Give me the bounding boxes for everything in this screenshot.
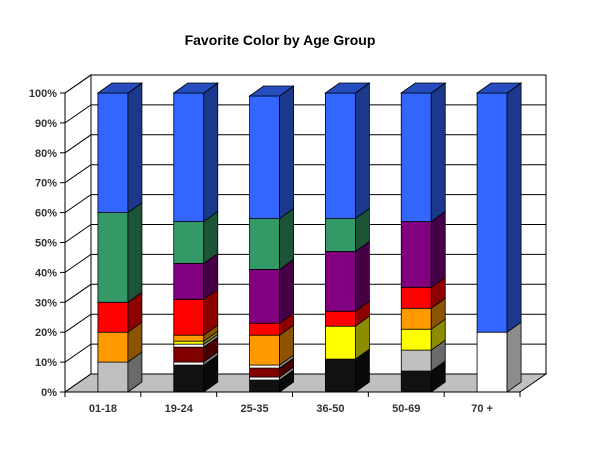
bar-segment (173, 298, 205, 336)
bar-segment (249, 218, 280, 270)
bar-segment (325, 92, 356, 219)
bar-segment (173, 263, 205, 300)
gridline (64, 104, 546, 124)
bar-segment (173, 221, 205, 264)
bar-segment (249, 95, 280, 219)
gridline (64, 224, 546, 243)
bars (96, 82, 523, 393)
bar-segment (249, 334, 280, 366)
gridline (64, 253, 546, 273)
x-tick-label: 36-50 (316, 403, 344, 415)
bar-segment-side (279, 258, 294, 325)
gridline (64, 343, 546, 363)
bar-segment (249, 364, 280, 369)
bar-segment (476, 92, 508, 333)
y-tick-label: 40% (35, 267, 57, 279)
y-tick-label: 50% (35, 238, 57, 250)
bar-segment (249, 269, 280, 324)
bar-segment (400, 307, 432, 330)
bar-top (475, 82, 523, 94)
x-tick-label: 01-18 (89, 403, 117, 415)
gridline (64, 313, 546, 333)
x-tick-label: 70 + (471, 403, 493, 415)
gridline (64, 134, 546, 154)
bar-stack (172, 82, 219, 393)
bar-stack (96, 82, 144, 393)
bar-stack (400, 82, 447, 393)
x-tick-label: 25-35 (241, 403, 269, 415)
chart-title: Favorite Color by Age Group (185, 32, 376, 48)
bar-segment (400, 92, 432, 222)
y-tick-label: 0% (41, 387, 57, 399)
bar-stack (324, 82, 371, 393)
bar-segment-side (506, 82, 522, 333)
bar-segment-side (279, 207, 294, 271)
bar-segment (97, 212, 129, 303)
bar-top (248, 85, 295, 97)
bar-segment (173, 346, 205, 363)
bar-segment (97, 92, 129, 213)
bar-segment (173, 343, 205, 348)
bar-segment (400, 221, 432, 288)
bar-segment (249, 376, 280, 381)
bar-segment (173, 334, 205, 342)
bar-segment (173, 92, 205, 222)
bar-segment-side (127, 201, 143, 304)
bar-segment-side (355, 240, 370, 313)
bar-segment (325, 218, 356, 252)
y-tick-label: 10% (35, 357, 57, 369)
y-axis: 0% 10% 20% 30% 40% 50% 60% 70% 80% 90% 100% (29, 88, 66, 399)
bar-segment (476, 331, 508, 393)
bar-segment-side (506, 321, 522, 393)
bar-top (172, 82, 219, 94)
bar-segment (249, 322, 280, 336)
bar-top (324, 82, 371, 94)
gridline (64, 164, 546, 184)
y-tick-label: 90% (35, 118, 57, 130)
bar-segment (97, 331, 129, 363)
bar-segment (249, 379, 280, 393)
bar-segment (325, 310, 356, 327)
bar-segment-side (203, 82, 219, 223)
bar-segment (173, 364, 205, 393)
gridline (64, 194, 546, 214)
bar-top (96, 82, 144, 94)
y-tick-label: 100% (29, 88, 57, 100)
bar-top (400, 82, 447, 94)
bar-segment (97, 301, 129, 333)
bar-segment-side (430, 210, 446, 289)
bar-segment (97, 361, 129, 393)
y-tick-label: 80% (35, 148, 57, 160)
bar-segment (325, 251, 356, 312)
bar-stack (475, 82, 523, 393)
bar-segment (325, 325, 356, 360)
bar-segment (325, 358, 356, 393)
y-tick-label: 20% (35, 327, 57, 339)
bar-segment (400, 370, 432, 393)
x-tick-label: 50-69 (392, 403, 420, 415)
bar-segment (173, 340, 205, 345)
bar-segment (400, 328, 432, 351)
bar-segment-side (430, 82, 446, 223)
bar-segment-side (279, 85, 294, 220)
bar-segment (173, 361, 205, 366)
x-axis: 01-18 19-24 25-35 36-50 50-69 70 + (64, 391, 521, 415)
bar-stack (248, 85, 295, 393)
y-tick-label: 70% (35, 178, 57, 190)
bar-segment-side (355, 82, 370, 220)
bar-segment (400, 286, 432, 309)
bar-segment (249, 367, 280, 378)
x-tick-label: 19-24 (165, 403, 194, 415)
bar-segment-side (127, 82, 143, 214)
y-tick-label: 60% (35, 208, 57, 220)
bar-segment (400, 349, 432, 372)
gridline (64, 74, 546, 94)
y-tick-label: 30% (35, 297, 57, 309)
gridline (64, 283, 546, 303)
